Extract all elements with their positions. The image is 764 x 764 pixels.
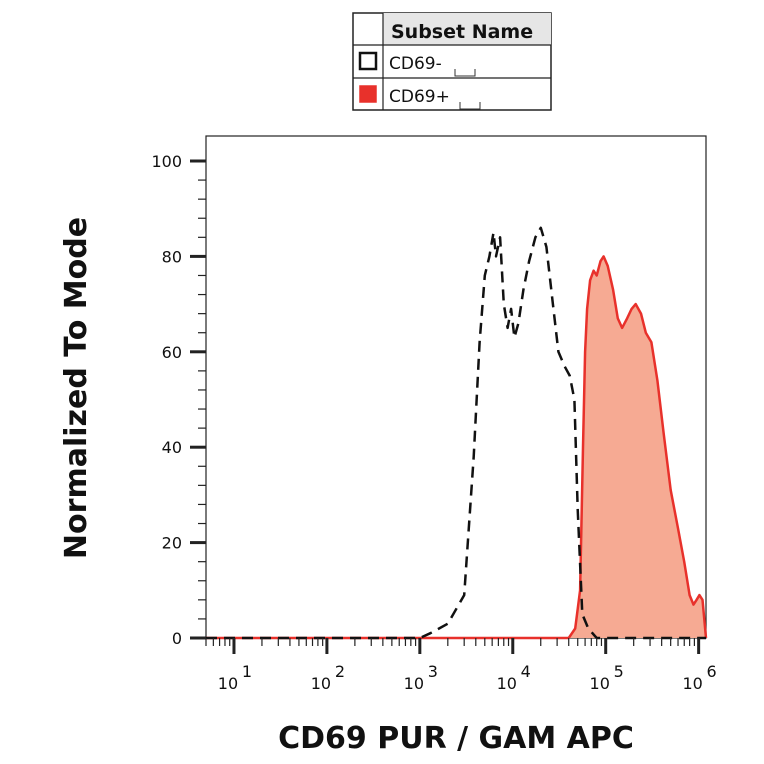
x-tick-exponent: 1 bbox=[242, 662, 252, 681]
y-axis-title: Normalized To Mode bbox=[59, 217, 94, 559]
x-tick-exponent: 2 bbox=[335, 662, 345, 681]
x-tick-label: 10 bbox=[404, 674, 424, 693]
x-tick-label: 10 bbox=[218, 674, 238, 693]
legend-mark-cd69-pos bbox=[459, 102, 481, 110]
x-tick-exponent: 6 bbox=[707, 662, 717, 681]
legend-header-bg bbox=[383, 13, 551, 45]
legend-label-cd69-neg: CD69- bbox=[389, 54, 442, 74]
x-axis-title: CD69 PUR / GAM APC bbox=[278, 721, 634, 756]
x-tick-exponent: 3 bbox=[428, 662, 438, 681]
y-tick-label: 60 bbox=[162, 343, 182, 362]
legend-swatch-cd69-neg bbox=[358, 51, 378, 71]
y-axis: 0 20 40 60 80 100 bbox=[151, 152, 206, 648]
y-tick-label: 40 bbox=[162, 438, 182, 457]
x-tick-label: 10 bbox=[590, 674, 610, 693]
series-area-1 bbox=[206, 256, 706, 638]
legend-swatch-cd69-pos bbox=[359, 85, 377, 103]
legend-label-cd69-pos: CD69+ bbox=[389, 87, 450, 107]
x-tick-exponent: 4 bbox=[521, 662, 531, 681]
y-tick-label: 100 bbox=[151, 152, 182, 171]
series-line-0 bbox=[206, 226, 706, 640]
y-tick-label: 80 bbox=[162, 247, 182, 266]
legend-header: Subset Name bbox=[391, 21, 533, 43]
y-tick-label: 0 bbox=[172, 629, 182, 648]
x-tick-exponent: 5 bbox=[614, 662, 624, 681]
x-tick-label: 10 bbox=[682, 674, 702, 693]
legend: Subset Name CD69- CD69+ bbox=[352, 12, 552, 111]
y-tick-label: 20 bbox=[162, 534, 182, 553]
x-tick-label: 10 bbox=[497, 674, 517, 693]
series-line-1 bbox=[206, 255, 708, 640]
series-layer bbox=[206, 226, 708, 640]
x-tick-label: 10 bbox=[311, 674, 331, 693]
legend-mark-cd69-neg bbox=[454, 69, 476, 77]
